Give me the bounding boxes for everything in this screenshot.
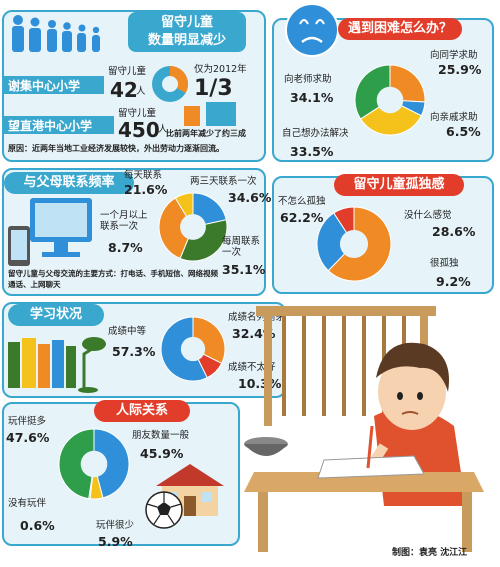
books-icon — [8, 337, 106, 393]
school2-label: 留守儿童 — [118, 108, 157, 119]
chart4-title: 人际关系 — [94, 400, 190, 422]
pie0-slice-2 — [359, 99, 422, 136]
pie4-slice-0 — [93, 428, 130, 499]
school1-label: 留守儿童 — [108, 66, 147, 77]
section1-title: 留守儿童 数量明显减少 — [128, 12, 246, 52]
ratio-label: 仅为2012年 — [194, 64, 247, 75]
contact-note: 留守儿童与父母交流的主要方式：打电话、手机短信、网络视频通话、上网聊天 — [8, 269, 218, 289]
school2-unit: 人 — [158, 124, 168, 135]
school1-unit: 人 — [136, 86, 146, 97]
pie4-slice-3 — [58, 428, 95, 500]
pie4-label-0: 朋友数量一般 — [132, 430, 190, 441]
school2-count: 450 — [118, 118, 160, 142]
reason-text: 原因：近两年当地工业经济发展较快，外出劳动力逐渐回流。 — [8, 144, 224, 153]
pie2-value-0: 62.2% — [280, 210, 324, 225]
pie4-label-3: 玩伴挺多 — [8, 416, 47, 427]
pie0-value-1: 6.5% — [446, 124, 481, 139]
pie0-label-2: 自己想办法解决 — [282, 128, 349, 139]
pie1-label-2: 每周联系一次 — [222, 236, 261, 258]
pie3-label-2: 成绩中等 — [108, 326, 147, 337]
computer-icon — [8, 198, 92, 266]
pie1-value-0: 21.6% — [124, 182, 168, 197]
soccer-ball-icon — [145, 491, 183, 529]
pie-contact — [158, 192, 228, 262]
school2-name: 望直港中心小学 — [8, 119, 93, 133]
school2-bar — [4, 116, 114, 134]
boy-studying-illustration — [244, 306, 484, 552]
pie-social — [58, 428, 130, 500]
chart3-title: 学习状况 — [8, 304, 104, 326]
pie4-label-1: 玩伴很少 — [96, 520, 135, 531]
pie0-value-3: 34.1% — [290, 90, 334, 105]
pie3-label-1: 成绩不太好 — [228, 362, 276, 373]
pie0-label-3: 向老师求助 — [284, 74, 332, 85]
school1-count: 42 — [110, 78, 138, 102]
pie0-hole — [376, 86, 404, 114]
pie3-label-0: 成绩名列前茅 — [228, 312, 286, 323]
pie4-value-1: 5.9% — [98, 534, 133, 549]
pie3-hole — [180, 336, 206, 362]
pie1-value-2: 35.1% — [222, 262, 266, 277]
pie1-value-3: 8.7% — [108, 240, 143, 255]
pie4-hole — [80, 450, 108, 478]
pie1-value-1: 34.6% — [228, 190, 272, 205]
ratio-value: 1/3 — [194, 76, 233, 101]
pie4-value-2: 0.6% — [20, 518, 55, 533]
pie0-value-0: 25.9% — [438, 62, 482, 77]
pie2-slice-1 — [316, 212, 355, 272]
pie1-label-3: 一个月以上联系一次 — [100, 210, 148, 232]
chart1-title: 与父母联系频率 — [4, 172, 134, 194]
people-icon — [12, 15, 100, 52]
pie-study — [160, 316, 226, 382]
pie4-value-0: 45.9% — [140, 446, 184, 461]
credit-text: 制图：袁亮 沈江江 — [392, 548, 468, 558]
decrease-bar-before — [184, 106, 200, 126]
pie4-value-3: 47.6% — [6, 430, 50, 445]
pie3-value-2: 57.3% — [112, 344, 156, 359]
pie2-label-2: 很孤独 — [430, 258, 459, 269]
school1-bar — [4, 76, 104, 94]
pie0-label-1: 向亲戚求助 — [430, 112, 478, 123]
pie1-label-0: 每天联系 — [124, 170, 163, 181]
pie-loneliness — [316, 206, 392, 282]
school2-note: 比前两年减少了约三成 — [166, 129, 246, 138]
pie2-value-2: 9.2% — [436, 274, 471, 289]
decrease-bar-after — [206, 102, 236, 126]
ratio-pie — [152, 66, 189, 102]
pie2-label-0: 不怎么孤独 — [278, 196, 326, 207]
pie2-hole — [339, 229, 369, 259]
pie1-label-1: 两三天联系一次 — [190, 176, 257, 187]
pie1-hole — [180, 214, 206, 240]
school1-name: 谢集中心小学 — [8, 79, 81, 93]
pie0-value-2: 33.5% — [290, 144, 334, 159]
chart0-title: 遇到困难怎么办？ — [338, 18, 462, 40]
sad-face-icon — [285, 3, 339, 57]
chart2-title: 留守儿童孤独感 — [334, 174, 464, 196]
pie2-label-1: 没什么感觉 — [404, 210, 452, 221]
pie2-value-1: 28.6% — [432, 224, 476, 239]
pie4-label-2: 没有玩伴 — [8, 498, 47, 509]
pie-difficulty — [354, 64, 426, 136]
pie0-label-0: 向同学求助 — [430, 50, 478, 61]
